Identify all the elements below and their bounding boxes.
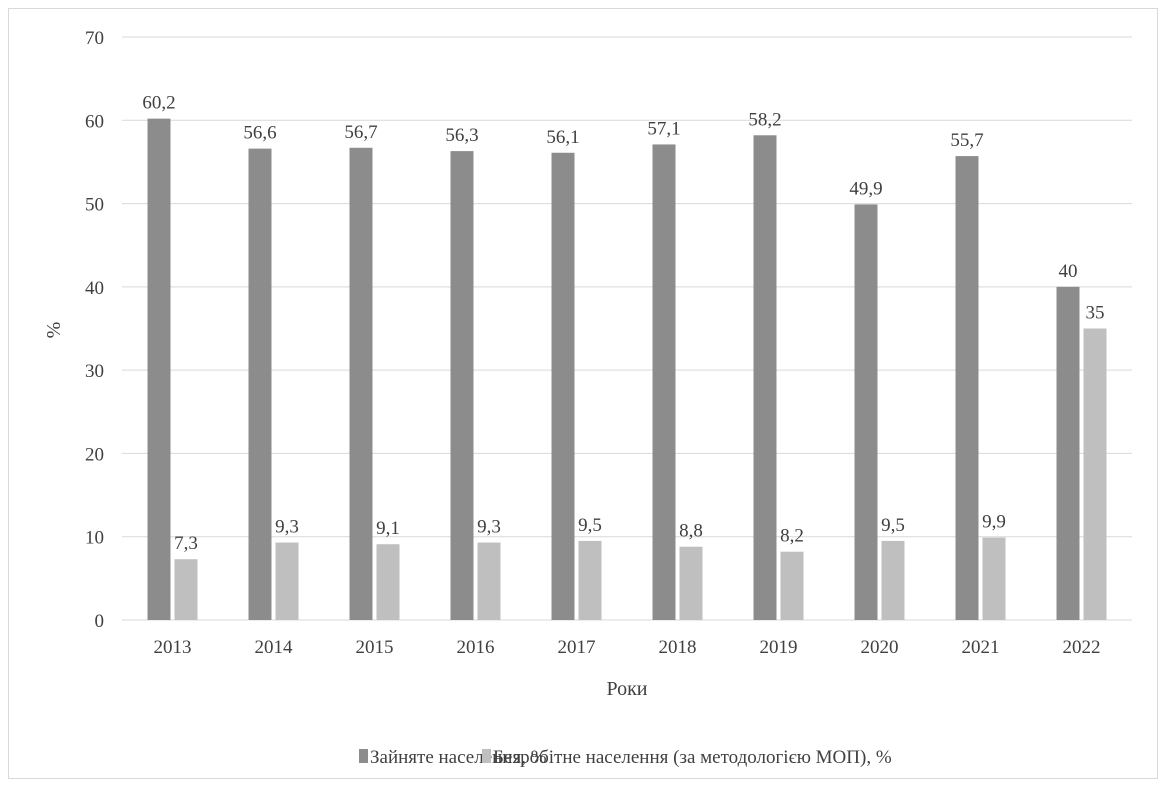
data-label-unemployed-2014: 9,3: [275, 517, 299, 538]
y-tick-label: 30: [85, 361, 104, 382]
data-label-unemployed-2019: 8,2: [780, 526, 804, 547]
bar-employed-2016: [450, 151, 474, 620]
bar-unemployed-2017: [578, 540, 602, 620]
y-tick-label: 50: [85, 195, 104, 216]
data-label-employed-2018: 57,1: [647, 118, 680, 139]
bar-employed-2014: [248, 148, 272, 621]
data-label-unemployed-2015: 9,1: [376, 518, 400, 539]
y-tick-label: 40: [85, 278, 104, 299]
legend-swatch-unemployed: [482, 749, 491, 763]
bar-unemployed-2016: [477, 542, 501, 620]
bar-employed-2013: [147, 118, 171, 621]
data-label-employed-2021: 55,7: [950, 130, 983, 151]
x-tick-label: 2013: [154, 637, 192, 658]
y-tick-label: 60: [85, 111, 104, 132]
bar-employed-2018: [652, 144, 676, 620]
legend: Зайняте населення, % Безробітне населенн…: [359, 747, 892, 768]
data-label-employed-2013: 60,2: [142, 93, 175, 114]
bar-employed-2021: [955, 156, 979, 620]
bars: [147, 118, 1107, 621]
y-tick-label: 10: [85, 528, 104, 549]
bar-employed-2022: [1056, 286, 1080, 620]
x-tick-label: 2022: [1063, 637, 1101, 658]
bar-unemployed-2019: [780, 551, 804, 620]
data-label-unemployed-2017: 9,5: [578, 515, 602, 536]
x-tick-label: 2015: [356, 637, 394, 658]
x-tick-label: 2020: [861, 637, 899, 658]
bar-employed-2019: [753, 135, 777, 620]
data-label-unemployed-2018: 8,8: [679, 521, 703, 542]
x-tick-label: 2017: [558, 637, 596, 658]
bar-employed-2017: [551, 152, 575, 620]
legend-swatch-employed: [359, 749, 368, 763]
legend-label-unemployed: Безробітне населення (за методологією МО…: [493, 747, 892, 768]
y-axis-title: %: [43, 322, 65, 339]
y-tick-label: 0: [95, 611, 105, 632]
bar-unemployed-2022: [1083, 328, 1107, 620]
data-label-employed-2019: 58,2: [748, 109, 781, 130]
x-tick-label: 2018: [659, 637, 697, 658]
data-label-employed-2020: 49,9: [849, 178, 882, 199]
legend-label-employed: Зайняте населення, %: [370, 747, 547, 768]
x-tick-label: 2014: [255, 637, 294, 658]
bar-employed-2020: [854, 204, 878, 620]
bar-unemployed-2018: [679, 546, 703, 620]
x-tick-label: 2019: [760, 637, 798, 658]
x-tick-label: 2016: [457, 637, 495, 658]
data-label-employed-2022: 40: [1059, 261, 1078, 282]
data-label-unemployed-2021: 9,9: [982, 512, 1006, 533]
data-label-unemployed-2020: 9,5: [881, 515, 905, 536]
data-label-employed-2016: 56,3: [445, 125, 478, 146]
data-label-employed-2014: 56,6: [243, 123, 276, 144]
x-axis-title: Роки: [606, 678, 647, 700]
data-label-unemployed-2016: 9,3: [477, 517, 501, 538]
data-label-unemployed-2022: 35: [1086, 303, 1105, 324]
bar-unemployed-2015: [376, 544, 400, 620]
bar-unemployed-2021: [982, 537, 1006, 620]
data-label-unemployed-2013: 7,3: [174, 533, 198, 554]
bar-unemployed-2014: [275, 542, 299, 620]
data-label-employed-2017: 56,1: [546, 127, 579, 148]
y-tick-label: 20: [85, 444, 104, 465]
data-labels: 60,2 7,3 56,6 9,3 56,7 9,1 56,3 9,3 56,1 9,5 57,1 8…: [142, 93, 1104, 555]
bar-employed-2015: [349, 147, 373, 620]
data-label-employed-2015: 56,7: [344, 122, 377, 143]
x-tick-label: 2021: [962, 637, 1000, 658]
axes: Роки % 0 10 20 30 40 50 60 70 2013 2014 2015 2016 20…: [43, 28, 1101, 700]
y-tick-label: 70: [85, 28, 104, 49]
bar-unemployed-2020: [881, 540, 905, 620]
bar-unemployed-2013: [174, 559, 198, 620]
